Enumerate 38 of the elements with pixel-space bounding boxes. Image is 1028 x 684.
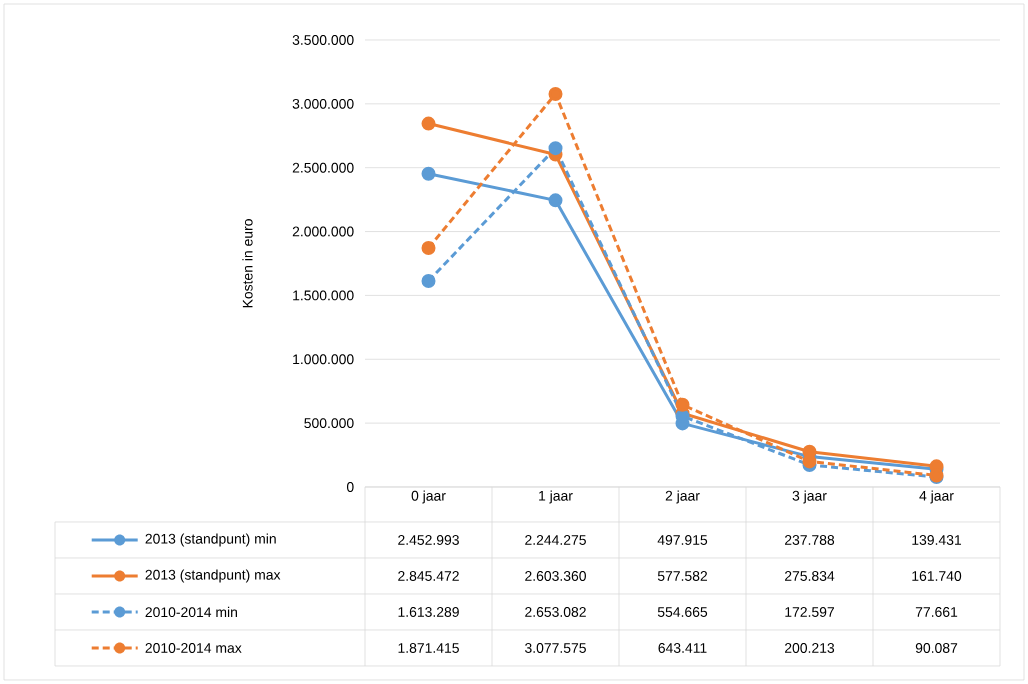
legend-label: 2010-2014 max (145, 643, 242, 653)
x-tick-label: 3 jaar (792, 490, 827, 504)
x-tick-label: 2 jaar (665, 490, 700, 504)
y-tick-label: 0 (346, 482, 354, 492)
data-label: 2.452.993 (398, 535, 459, 545)
data-label: 1.613.289 (398, 607, 459, 617)
y-tick-label: 500.000 (304, 418, 354, 429)
y-tick-label: 3.000.000 (292, 98, 354, 109)
data-label: 554.665 (657, 607, 708, 617)
data-label: 2.653.082 (525, 607, 586, 617)
data-label: 172.597 (785, 607, 835, 617)
legend-label: 2010-2014 min (145, 606, 237, 618)
y-tick-label: 3.500.000 (292, 35, 354, 45)
data-label: 1.871.415 (398, 643, 459, 653)
data-label: 77.661 (915, 607, 958, 617)
x-tick-label: 4 jaar (919, 490, 954, 504)
data-label: 2.603.360 (525, 571, 586, 581)
data-label: 275.834 (785, 571, 835, 581)
data-label: 90.087 (915, 643, 958, 653)
y-tick-label: 2.000.000 (292, 226, 354, 237)
data-label: 161.740 (912, 571, 962, 581)
data-label: 2.845.472 (398, 571, 459, 581)
data-label: 237.788 (785, 535, 835, 545)
data-label: 139.431 (912, 535, 962, 545)
y-tick-label: 2.500.000 (292, 162, 354, 173)
legend-label: 2013 (standpunt) max (145, 569, 281, 583)
data-label: 497.915 (657, 535, 708, 545)
data-label: 577.582 (657, 571, 708, 581)
x-tick-label: 0 jaar (411, 490, 446, 504)
data-label: 200.213 (785, 643, 835, 653)
y-tick-label: 1.500.000 (293, 290, 354, 301)
data-label: 643.411 (658, 643, 707, 653)
y-axis-title: Kosten in euro (242, 219, 253, 308)
legend-label: 2013 (standpunt) min (145, 533, 276, 547)
data-label: 3.077.575 (525, 643, 586, 653)
data-label: 2.244.275 (525, 535, 586, 545)
y-tick-label: 1.000.000 (293, 354, 354, 365)
x-tick-label: 1 jaar (539, 490, 573, 504)
